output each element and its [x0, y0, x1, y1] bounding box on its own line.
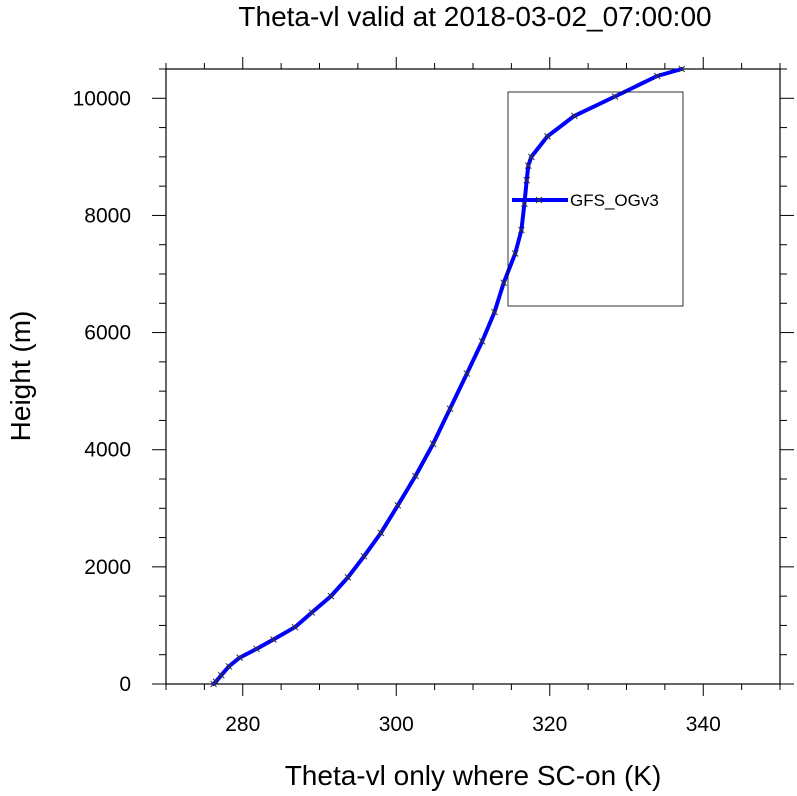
y-tick-label: 6000 [84, 322, 131, 345]
data-point-marker [678, 65, 686, 73]
data-point-marker [217, 671, 225, 679]
data-point-marker [524, 162, 532, 169]
data-point-marker [500, 279, 508, 287]
data-point-marker [344, 574, 352, 581]
data-point-marker [236, 654, 244, 661]
data-point-marker [478, 338, 486, 345]
data-point-marker [327, 592, 335, 600]
chart-title: Theta-vl valid at 2018-03-02_07:00:00 [238, 1, 711, 32]
data-point-marker [517, 226, 525, 234]
y-tick-label: 4000 [84, 439, 131, 462]
data-point-marker [523, 176, 531, 184]
data-point-marker [491, 308, 498, 316]
data-point-marker [527, 153, 535, 161]
x-tick-label: 300 [379, 713, 414, 736]
y-tick-label: 0 [119, 673, 131, 696]
legend-marker-x [535, 196, 543, 204]
series-line [211, 67, 684, 686]
series-layer [210, 65, 686, 688]
data-point-marker [377, 529, 385, 537]
data-point-marker [291, 623, 299, 631]
data-point-marker [653, 72, 661, 80]
y-tick-label: 8000 [84, 204, 131, 227]
y-axis-label: Height (m) [5, 311, 36, 442]
data-point-marker [270, 636, 277, 643]
y-tick-label: 2000 [84, 556, 131, 579]
x-tick-label: 320 [532, 713, 567, 736]
data-point-marker [253, 645, 260, 653]
legend: GFS_OGv3 [507, 91, 684, 307]
data-point-marker [212, 678, 220, 686]
data-point-marker [544, 133, 551, 140]
data-point-marker [611, 93, 619, 100]
data-point-marker [446, 405, 454, 413]
data-point-marker [429, 440, 437, 448]
legend-series-label: GFS_OGv3 [570, 191, 659, 210]
data-point-marker [308, 609, 316, 616]
x-axis: 280 300 320 340 [165, 57, 781, 736]
data-point-marker [394, 502, 402, 509]
x-tick-label: 280 [225, 713, 260, 736]
data-point-marker [511, 250, 519, 257]
legend-box [507, 91, 684, 307]
x-tick-label: 340 [686, 713, 721, 736]
x-axis-label: Theta-vl only where SC-on (K) [285, 760, 662, 791]
data-point-marker [225, 663, 233, 670]
y-axis: 0 2000 4000 6000 8000 10000 [73, 68, 794, 696]
data-point-marker [570, 112, 578, 120]
data-point-marker [463, 370, 471, 377]
plot-frame [165, 68, 781, 685]
data-point-marker [360, 552, 368, 560]
y-tick-label: 10000 [73, 87, 131, 110]
data-point-marker [412, 472, 419, 480]
